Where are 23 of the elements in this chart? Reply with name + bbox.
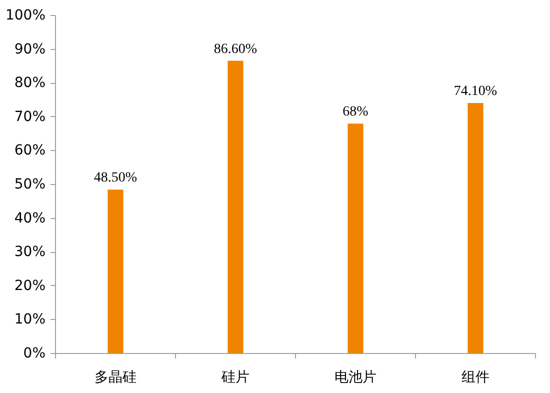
y-tick-label: 50% <box>14 176 46 192</box>
y-tick-label: 10% <box>14 312 46 328</box>
data-label: 74.10% <box>454 84 498 100</box>
x-tick-label: 多晶硅 <box>94 370 136 386</box>
bar <box>468 103 484 354</box>
y-tick-label: 30% <box>14 244 46 260</box>
y-tick-label: 0% <box>23 346 46 362</box>
y-tick-label: 90% <box>14 41 46 58</box>
y-tick-label: 60% <box>14 142 46 159</box>
data-label: 86.60% <box>214 42 258 57</box>
y-tick-label: 100% <box>5 8 46 24</box>
y-tick-label: 80% <box>14 75 46 92</box>
data-label: 68% <box>342 104 369 120</box>
bar <box>228 60 244 354</box>
data-label: 48.50% <box>94 170 138 186</box>
bar <box>108 190 124 354</box>
y-tick-label: 70% <box>14 108 46 125</box>
x-tick-label: 电池片 <box>334 370 376 386</box>
y-tick-label: 40% <box>14 210 46 226</box>
y-tick-label: 20% <box>14 278 46 294</box>
x-tick-label: 硅片 <box>220 370 250 386</box>
bar <box>348 124 364 354</box>
x-tick-label: 组件 <box>462 370 490 386</box>
